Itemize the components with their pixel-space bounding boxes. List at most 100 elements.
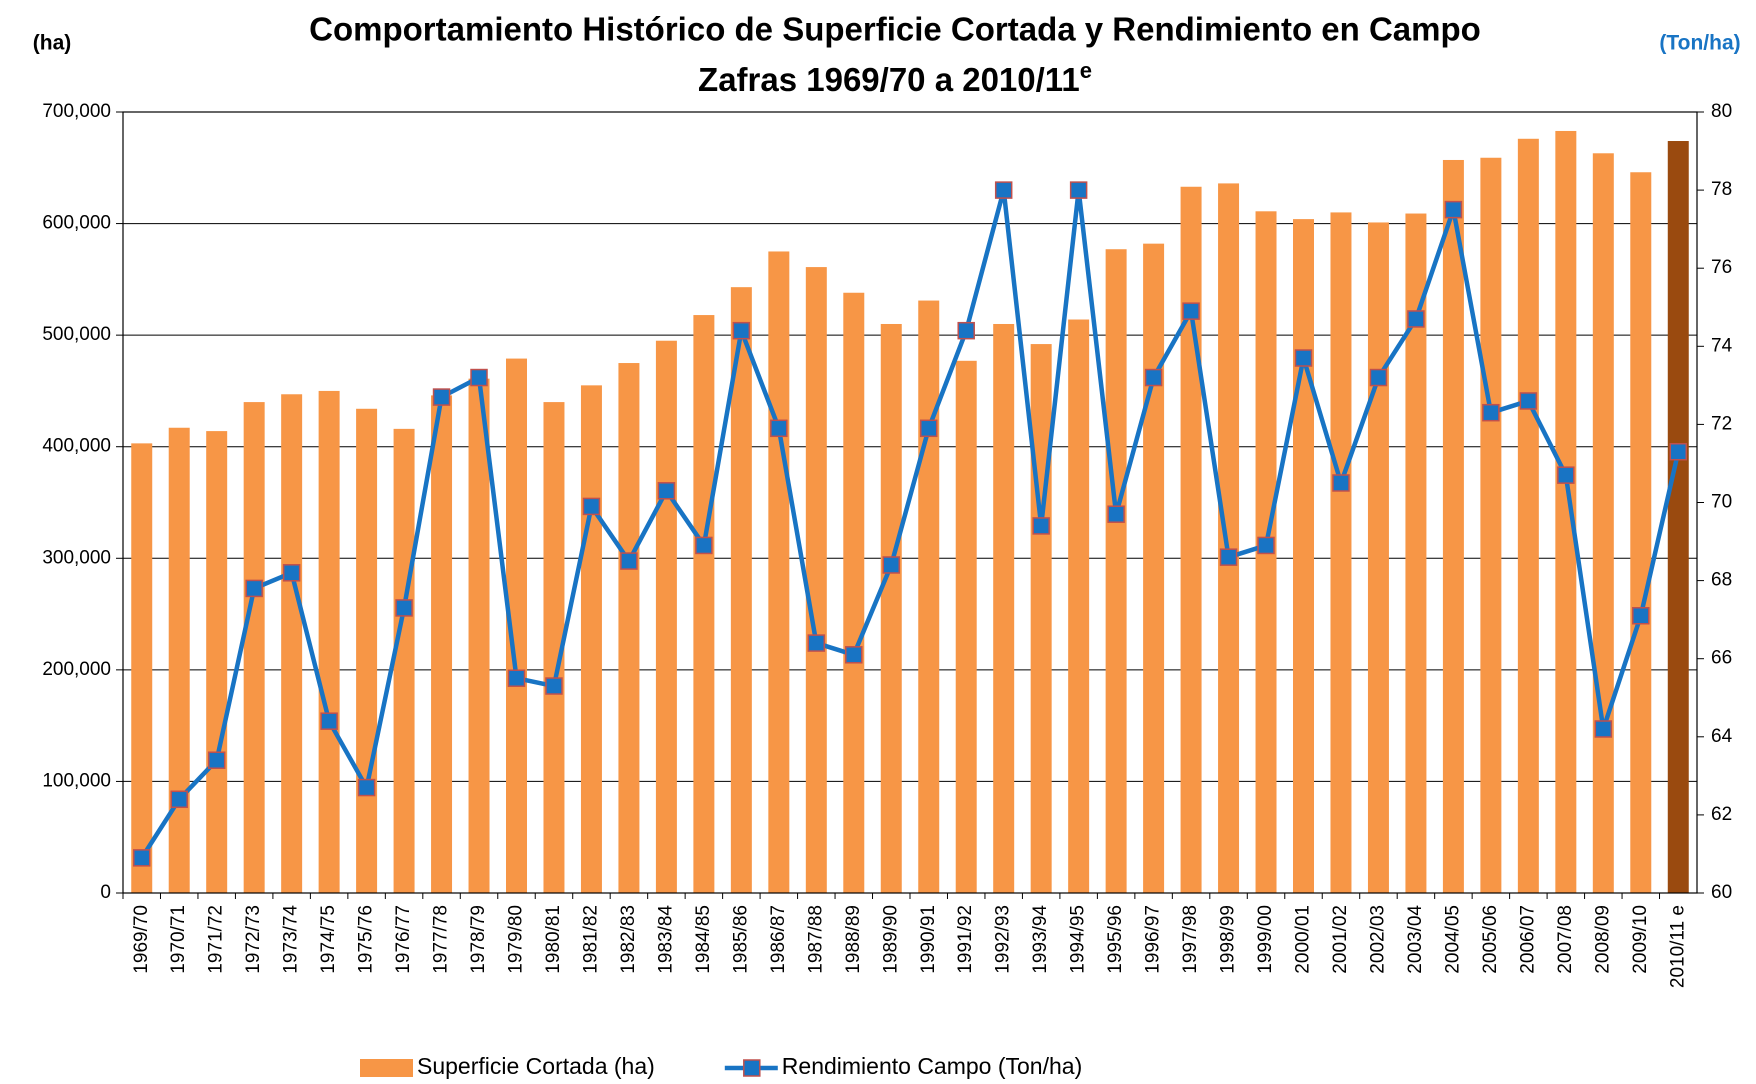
marker — [919, 419, 938, 438]
marker — [1107, 505, 1125, 523]
bar — [506, 358, 527, 893]
chart-title: Comportamiento Histórico de Superficie C… — [309, 11, 1481, 48]
marker — [807, 634, 826, 652]
marker — [657, 482, 676, 500]
x-tick-label: 1982/83 — [618, 905, 639, 974]
y2-tick-label: 66 — [1711, 648, 1732, 669]
bar — [1218, 183, 1240, 894]
x-tick-label: 1975/76 — [356, 905, 377, 974]
y2-tick-label: 78 — [1711, 179, 1732, 200]
marker — [320, 712, 338, 730]
y-tick-label: 500,000 — [42, 324, 111, 345]
bar — [693, 315, 715, 893]
marker — [170, 790, 188, 809]
x-tick-label: 1971/72 — [206, 905, 227, 974]
marker — [845, 646, 863, 664]
marker — [1144, 368, 1163, 387]
x-tick-label: 1994/95 — [1068, 905, 1089, 974]
x-tick-label: 1993/94 — [1030, 905, 1051, 974]
line — [139, 187, 1681, 860]
legend-label: Rendimiento Campo (Ton/ha) — [782, 1053, 1082, 1079]
x-tick-label: 2010/11 e — [1667, 905, 1688, 988]
marker — [1632, 606, 1650, 625]
marker — [770, 419, 788, 438]
bar — [1105, 249, 1127, 894]
x-tick-label: 2006/07 — [1517, 905, 1538, 974]
y2-tick-label: 72 — [1711, 413, 1732, 434]
x-tick-label: 1980/81 — [543, 905, 564, 974]
bar — [1405, 213, 1427, 893]
x-tick-label: 1984/85 — [693, 905, 714, 974]
marker — [1182, 302, 1200, 320]
marker — [1332, 474, 1350, 492]
x-tick-label: 1992/93 — [993, 905, 1014, 974]
x-tick-label: 1986/87 — [768, 905, 789, 974]
x-tick-label: 1972/73 — [243, 905, 264, 974]
marker — [395, 599, 413, 617]
marker — [1669, 442, 1688, 461]
x-tick-label: 1999/00 — [1255, 905, 1276, 974]
marker — [994, 181, 1013, 199]
x-tick-label: 2002/03 — [1367, 905, 1388, 974]
y-tick-label: 200,000 — [42, 659, 111, 680]
marker — [282, 564, 301, 582]
x-tick-label: 1977/78 — [431, 905, 452, 974]
bar — [1592, 153, 1614, 893]
marker — [1069, 181, 1088, 199]
marker — [1482, 403, 1500, 422]
legend-label: Superficie Cortada (ha) — [417, 1053, 655, 1079]
y2-tick-label: 64 — [1711, 726, 1733, 747]
bar — [1180, 186, 1202, 893]
x-tick-label: 1988/89 — [843, 905, 864, 974]
legend-marker — [743, 1059, 761, 1077]
marker — [1257, 536, 1275, 555]
y-tick-label: 300,000 — [42, 547, 111, 568]
bar — [1555, 130, 1577, 893]
bar — [281, 394, 303, 893]
bar — [768, 251, 790, 893]
y2-tick-label: 68 — [1711, 570, 1732, 591]
bar — [431, 395, 453, 893]
x-tick-label: 1989/90 — [880, 905, 901, 974]
x-tick-label: 2009/10 — [1630, 905, 1651, 974]
bar — [730, 287, 752, 894]
grid — [123, 111, 1697, 894]
marker — [207, 751, 226, 769]
x-tick-label: 1985/86 — [730, 905, 751, 974]
y2-tick-label: 74 — [1711, 335, 1733, 356]
bar — [843, 292, 865, 893]
bar — [243, 402, 265, 893]
marker — [1519, 392, 1538, 410]
bar — [1442, 159, 1464, 893]
x-tick-label: 1983/84 — [655, 905, 676, 974]
bar — [393, 428, 415, 893]
y2-tick-label: 70 — [1711, 492, 1732, 513]
y2-tick-label: 62 — [1711, 804, 1732, 825]
bar — [1630, 172, 1652, 894]
marker — [1219, 548, 1238, 566]
x-tick-label: 1997/98 — [1180, 905, 1201, 974]
bar — [1367, 222, 1389, 894]
x-tick-label: 1996/97 — [1143, 905, 1164, 974]
x-tick-label: 1973/74 — [281, 905, 302, 974]
marker — [882, 556, 901, 574]
bar — [1330, 212, 1352, 893]
bar — [1293, 219, 1314, 893]
subtitle-superscript: e — [1080, 58, 1092, 83]
marker — [1369, 368, 1388, 387]
bar — [1068, 319, 1090, 894]
bar — [356, 408, 378, 893]
marker — [1294, 349, 1313, 367]
marker — [695, 536, 713, 555]
bar — [618, 363, 640, 893]
x-tick-label: 2005/06 — [1480, 905, 1501, 974]
y-tick-label: 600,000 — [42, 213, 111, 234]
x-tick-label: 1987/88 — [805, 905, 826, 974]
bar — [1143, 243, 1165, 893]
marker — [470, 368, 488, 387]
x-tick-label: 2004/05 — [1442, 905, 1463, 974]
bars — [131, 130, 1689, 894]
x-tick-label: 2007/08 — [1555, 905, 1576, 974]
x-tick-label: 1969/70 — [131, 905, 152, 974]
